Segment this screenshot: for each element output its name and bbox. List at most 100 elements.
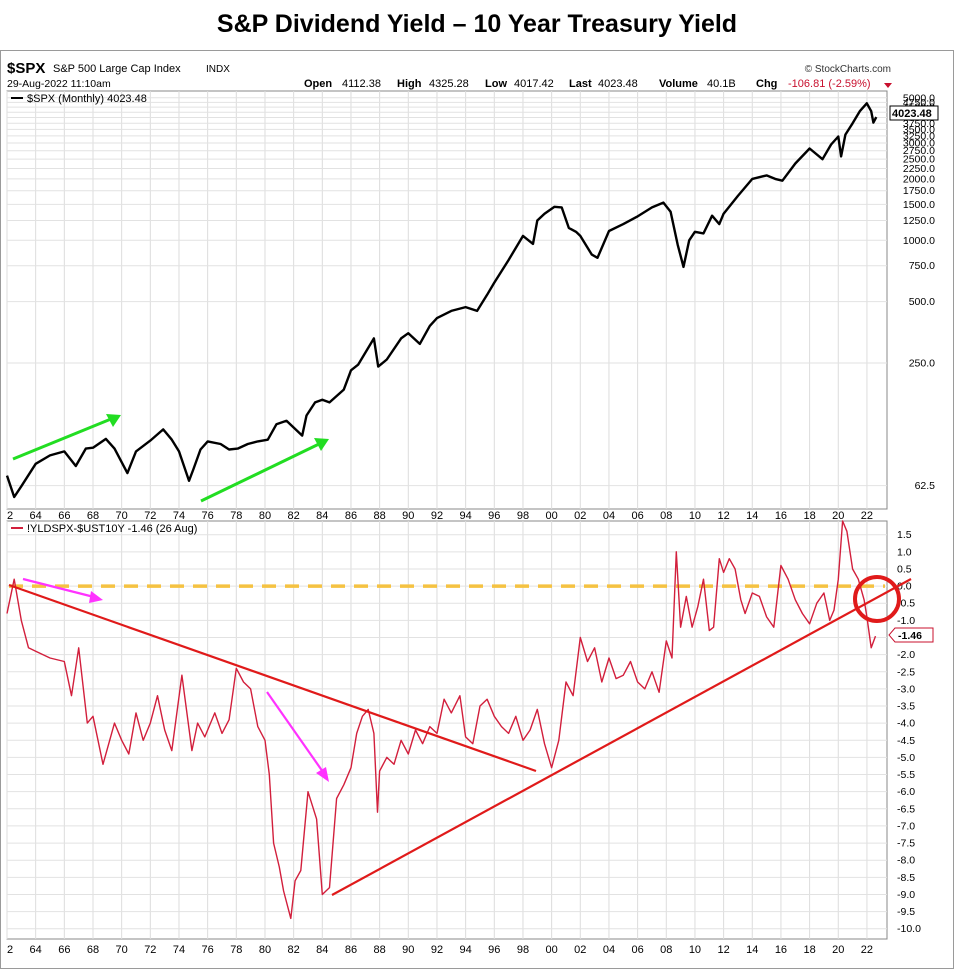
x-tick-label: 76 [202, 944, 214, 956]
spx-price-line [5, 102, 878, 499]
x-tick-label: 12 [717, 944, 729, 956]
magenta-arrows [22, 577, 329, 782]
low-value: 4017.42 [514, 78, 554, 90]
x-tick-label: 00 [546, 944, 558, 956]
x-tick-label: 90 [402, 944, 414, 956]
x-tick-label: 12 [717, 510, 729, 522]
spread-y-tick-label: 0.5 [897, 563, 912, 575]
x-tick-label: 18 [803, 510, 815, 522]
symbol-name: S&P 500 Large Cap Index [53, 63, 181, 75]
x-tick-label: 16 [775, 944, 787, 956]
spread-y-tick-label: -9.0 [897, 889, 915, 901]
spx-y-tick-label: 62.5 [915, 480, 936, 492]
spx-y-tick-label: 1500.0 [903, 199, 935, 211]
quote-bar: Open 4112.38 High 4325.28 Low 4017.42 La… [304, 78, 892, 90]
breakdown-circle [853, 575, 901, 623]
spread-y-tick-label: -7.0 [897, 820, 915, 832]
x-tick-label: 70 [116, 944, 128, 956]
x-tick-label: 72 [144, 510, 156, 522]
x-tick-label: 98 [517, 944, 529, 956]
spx-legend: $SPX (Monthly) 4023.48 [11, 93, 147, 105]
x-tick-label: 04 [603, 510, 615, 522]
spread-y-tick-label: -2.0 [897, 649, 915, 661]
chg-label: Chg [756, 78, 777, 90]
magenta-arrowhead-2 [316, 767, 329, 782]
spread-y-tick-label: -8.5 [897, 872, 915, 884]
chart-svg: $SPX S&P 500 Large Cap Index INDX © Stoc… [5, 60, 939, 956]
spx-legend-text: $SPX (Monthly) 4023.48 [27, 93, 147, 105]
spread-last-value: -1.46 [898, 630, 922, 642]
spx-y-tick-label: 1250.0 [903, 215, 935, 227]
x-tick-label: 64 [30, 510, 42, 522]
spread-y-tick-label: 1.0 [897, 546, 912, 558]
magenta-arrow-1 [22, 577, 95, 599]
open-label: Open [304, 78, 332, 90]
x-tick-label: 86 [345, 944, 357, 956]
spread-y-tick-label: -4.0 [897, 718, 915, 730]
spx-y-tick-label: 2500.0 [903, 154, 935, 166]
x-tick-label: 94 [460, 510, 472, 522]
x-tick-label: 02 [574, 944, 586, 956]
spread-y-tick-label: -3.0 [897, 683, 915, 695]
green-trend-arrows [12, 414, 329, 503]
spx-y-tick-label: 3750.0 [903, 118, 935, 130]
x-tick-label: 78 [230, 510, 242, 522]
x-tick-label: 72 [144, 944, 156, 956]
x-tick-label: 22 [861, 510, 873, 522]
x-tick-label: 66 [58, 944, 70, 956]
spread-y-tick-label: -2.5 [897, 666, 915, 678]
spread-y-tick-label: -6.0 [897, 786, 915, 798]
spread-last-value-bg [888, 627, 934, 643]
x-tick-label: 92 [431, 510, 443, 522]
red-trend-lines [8, 575, 912, 896]
chart-frame: $SPX S&P 500 Large Cap Index INDX © Stoc… [0, 50, 954, 969]
x-tick-label: 06 [631, 510, 643, 522]
yield-spread-panel: 1.51.00.50.0-0.5-1.0-1.5-2.0-2.5-3.0-3.5… [6, 520, 934, 940]
last-value: 4023.48 [598, 78, 638, 90]
last-label: Last [569, 78, 592, 90]
x-tick-label: 82 [288, 944, 300, 956]
x-tick-label: 16 [775, 510, 787, 522]
spx-last-value-bg [889, 105, 939, 121]
x-tick-label: 92 [431, 944, 443, 956]
x-tick-label: 84 [316, 510, 328, 522]
x-tick-label: 02 [574, 510, 586, 522]
x-tick-label: 82 [288, 510, 300, 522]
x-tick-label: 76 [202, 510, 214, 522]
spx-y-tick-label: 500.0 [909, 296, 935, 308]
spread-last-value-box: -1.46 [888, 627, 934, 643]
spx-y-tick-label: 750.0 [909, 260, 935, 272]
chg-down-arrow-icon [884, 83, 892, 88]
spx-y-tick-label: 3250.0 [903, 130, 935, 142]
spx-y-tick-label: 5000.0 [903, 92, 935, 104]
spx-plot-area [6, 90, 888, 510]
spread-y-tick-label: -5.5 [897, 769, 915, 781]
datetime-label: 29-Aug-2022 11:10am [7, 78, 111, 90]
x-tick-label: 88 [374, 510, 386, 522]
source-credit: © StockCharts.com [805, 64, 891, 75]
x-tick-label: 80 [259, 944, 271, 956]
spx-y-tick-label: 2750.0 [903, 145, 935, 157]
spread-x-axis: 2 64 66 68 70 72 74 76 78 80 82 84 86 88 90 92 94 96 98 00 0… [7, 944, 873, 956]
up-trend-line [331, 578, 912, 896]
green-arrow-1 [12, 417, 112, 461]
spread-y-tick-label: -6.5 [897, 803, 915, 815]
x-tick-label: 68 [87, 944, 99, 956]
x-tick-label: 14 [746, 510, 758, 522]
volume-label: Volume [659, 78, 698, 90]
low-label: Low [485, 78, 507, 90]
spread-y-tick-label: -4.5 [897, 735, 915, 747]
symbol-label: $SPX [7, 60, 45, 77]
x-tick-label: 74 [173, 510, 185, 522]
spread-legend: !YLDSPX-$UST10Y -1.46 (26 Aug) [11, 523, 197, 535]
volume-value: 40.1B [707, 78, 736, 90]
x-tick-label: 08 [660, 944, 672, 956]
spx-y-tick-label: 3000.0 [903, 138, 935, 150]
spread-y-tick-label: -9.5 [897, 906, 915, 918]
spread-y-tick-label: 1.5 [897, 529, 912, 541]
x-tick-label: 14 [746, 944, 758, 956]
x-tick-label: 10 [689, 510, 701, 522]
spread-y-tick-label: -7.5 [897, 838, 915, 850]
x-tick-label: 86 [345, 510, 357, 522]
spx-y-tick-label: 2000.0 [903, 173, 935, 185]
